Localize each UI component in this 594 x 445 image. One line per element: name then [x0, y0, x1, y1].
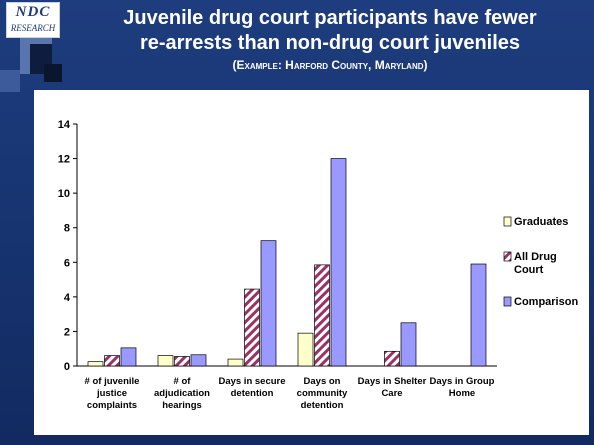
x-tick-label-line: justice [96, 388, 127, 399]
bar [330, 158, 347, 367]
slide-title: Juvenile drug court participants have fe… [70, 6, 590, 56]
x-tick-label: # of juvenile justice complaints [85, 376, 140, 411]
x-tick-label-line: hearings [162, 400, 202, 411]
bar [174, 356, 190, 367]
x-tick-label-line: Days in Shelter [358, 376, 427, 387]
x-tick-label: # of adjudication hearings [154, 376, 210, 411]
x-tick-label: Days in Group Home [430, 376, 495, 399]
x-tick-label-line: detention [231, 388, 274, 399]
bar [87, 361, 104, 367]
y-tick-label: 2 [64, 326, 70, 338]
x-tick-label-line: Days in secure [218, 376, 285, 387]
x-tick-label-line: adjudication [154, 388, 210, 399]
x-tick-label-line: # of [174, 376, 192, 387]
bar [384, 350, 400, 367]
legend-label: Comparison [514, 296, 578, 308]
title-line-1: Juvenile drug court participants have fe… [123, 7, 537, 29]
legend-label-line: Court [514, 264, 544, 276]
x-tick-label: Days in secure detention [218, 376, 285, 399]
ndc-research-logo: NDC RESEARCH [6, 2, 60, 38]
bar [260, 240, 277, 367]
title-line-2: re-arrests than non-drug court juveniles [139, 32, 521, 54]
x-tick-label-line: complaints [87, 400, 137, 411]
slide-subtitle: (Example: Harford County, Maryland) [232, 58, 428, 72]
x-tick-label-line: Days in Group [430, 376, 495, 387]
bar [297, 332, 314, 367]
logo-text: RESEARCH [10, 23, 56, 33]
y-tick-label: 6 [64, 257, 70, 269]
y-tick-label: 8 [64, 223, 70, 235]
x-tick-label-line: Days on [304, 376, 341, 387]
y-tick-label: 10 [58, 188, 70, 200]
x-tick-label-line: # of juvenile [85, 376, 140, 387]
bar [244, 288, 260, 367]
bar [400, 322, 417, 367]
legend-swatch [503, 251, 512, 262]
chart-panel: 0 2 4 6 8 10 12 14 # of juvenile justice complaint… [34, 90, 589, 435]
y-tick-label: 14 [58, 119, 71, 131]
legend-swatch [503, 296, 512, 307]
y-tick-label: 0 [64, 361, 70, 373]
bar [190, 354, 207, 367]
legend-label: Graduates [514, 216, 568, 228]
legend-label-line: All Drug [514, 251, 557, 263]
bar-chart: 0 2 4 6 8 10 12 14 # of juvenile justice complaint… [58, 119, 579, 411]
legend-swatch [503, 216, 512, 227]
legend-label: All Drug Court [514, 251, 557, 276]
logo-mark: NDC [15, 4, 51, 20]
bar [470, 263, 487, 367]
x-tick-label-line: detention [301, 400, 344, 411]
x-tick-label-line: Care [381, 388, 402, 399]
y-tick-label: 4 [64, 292, 71, 304]
bar [104, 355, 120, 367]
bar [120, 347, 137, 367]
bar [227, 358, 244, 367]
x-tick-label-line: community [297, 388, 348, 399]
corner-decoration [0, 34, 62, 92]
x-tick-label: Days on community detention [297, 376, 348, 411]
bar [157, 355, 174, 367]
x-tick-label-line: Home [449, 388, 475, 399]
legend-label-line: Comparison [514, 296, 578, 308]
bar [314, 264, 330, 367]
y-tick-label: 12 [58, 154, 70, 166]
legend-label-line: Graduates [514, 216, 568, 228]
x-tick-label: Days in Shelter Care [358, 376, 427, 399]
